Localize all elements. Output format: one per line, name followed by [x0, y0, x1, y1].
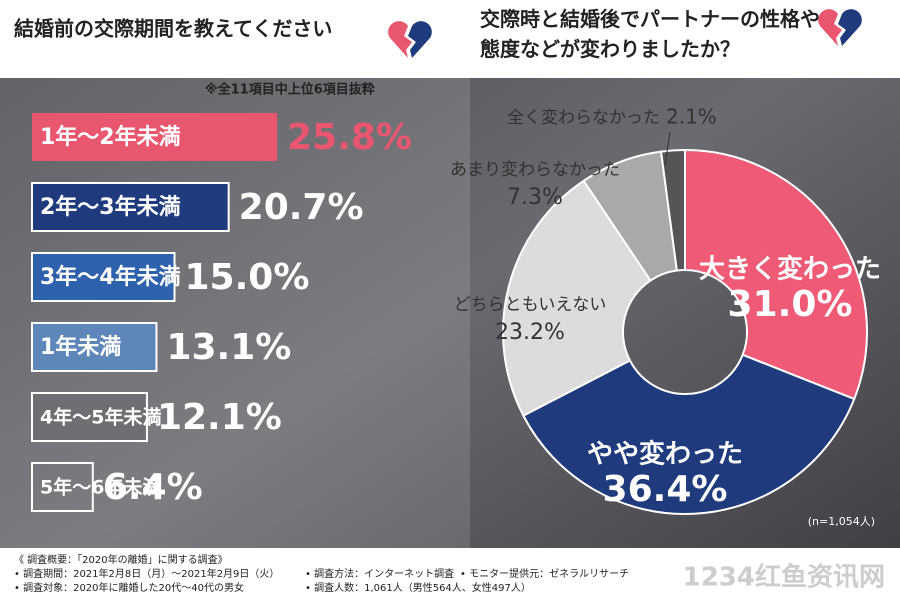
footer-line: • 調査対象：2020年に離婚した20代～40代の男女 — [14, 581, 244, 594]
bar — [31, 322, 158, 372]
header-band — [0, 0, 900, 78]
slice-value: 2.1% — [666, 105, 717, 129]
value-label: 25.8% — [287, 117, 412, 158]
footer-line: • 調査人数：1,061人（男性564人、女性497人） — [305, 581, 531, 594]
value-label: 15.0% — [185, 257, 310, 298]
category-label: 3年～4年未満 — [40, 264, 181, 290]
slice-value: 31.0% — [728, 284, 853, 325]
footer-line: 《 調査概要：「2020年の離婚」に関する調査》 — [14, 553, 228, 566]
value-label: 20.7% — [239, 187, 364, 228]
bar — [31, 462, 94, 512]
bar — [31, 182, 230, 232]
slice-value: 36.4% — [603, 469, 728, 510]
footer-line: • 調査方法：インターネット調査 — [305, 567, 454, 580]
chart-note: (n=1,054人) — [808, 515, 875, 528]
category-label: 1年～2年未満 — [40, 124, 181, 150]
slice-label: 全く変わらなかった — [507, 108, 660, 128]
slice-label: どちらともいえない — [454, 295, 607, 315]
pie-slice — [684, 148, 868, 401]
pie-slice — [502, 179, 652, 417]
chart-title: 交際時と結婚後でパートナーの性格や態度などが変わりましたか？ — [480, 7, 820, 61]
chart-title-box: 交際時と結婚後でパートナーの性格や態度などが変わりましたか？ — [480, 7, 820, 61]
bar — [32, 113, 278, 161]
value-label: 12.1% — [157, 397, 282, 438]
footer-line: • 調査期間：2021年2月8日（月）～2021年2月9日（火） — [14, 567, 279, 580]
leader-line — [664, 131, 671, 166]
slice-label: やや変わった — [587, 439, 743, 470]
pie-slice — [659, 148, 686, 272]
category-label: 5年～6年未満 — [40, 476, 161, 499]
category-label: 2年～3年未満 — [40, 194, 181, 220]
category-label: 1年未満 — [40, 334, 121, 360]
slice-label: 大きく変わった — [699, 254, 881, 285]
chart-note: ※全11項目中上位6項目抜粋 — [205, 82, 375, 98]
watermark: 1234红鱼资讯网 — [683, 562, 885, 593]
broken-heart-icon — [818, 9, 862, 46]
footer-line: • モニター提供元：ゼネラルリサーチ — [460, 567, 629, 580]
category-label: 4年～5年未満 — [40, 406, 161, 429]
broken-heart-icon — [388, 21, 432, 58]
value-label: 13.1% — [166, 327, 291, 368]
value-label: 6.4% — [103, 467, 203, 508]
slice-value: 7.3% — [507, 185, 563, 210]
slice-value: 23.2% — [495, 320, 565, 345]
bar — [31, 252, 176, 302]
footer-band — [0, 548, 900, 600]
chart-title: 結婚前の交際期間を教えてください — [14, 17, 332, 41]
slice-label: あまり変わらなかった — [450, 160, 620, 180]
bar — [31, 392, 148, 442]
pie-slice — [522, 353, 856, 515]
